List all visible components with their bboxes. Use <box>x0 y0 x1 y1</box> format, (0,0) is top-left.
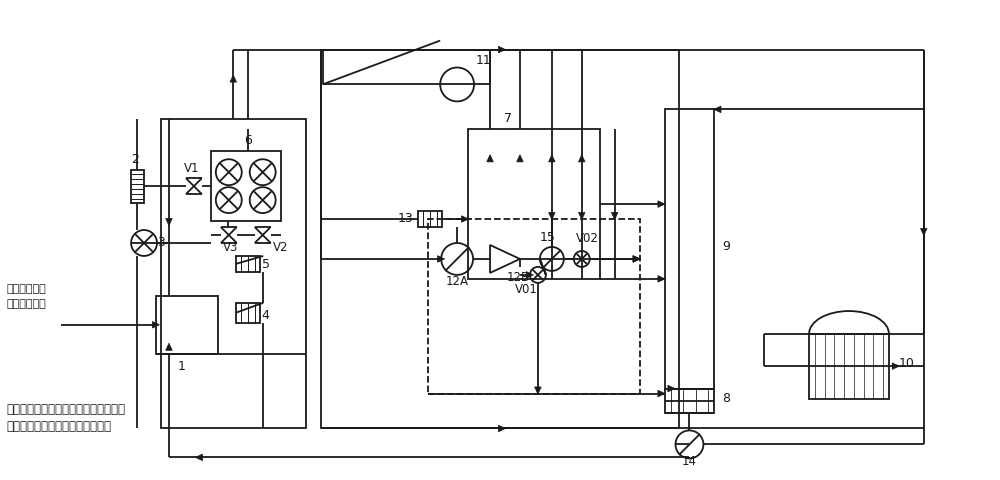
Bar <box>468 130 600 279</box>
Text: 12B: 12B <box>506 270 530 283</box>
Polygon shape <box>195 454 203 461</box>
Text: 14: 14 <box>682 455 697 468</box>
Polygon shape <box>461 216 469 223</box>
Polygon shape <box>549 213 555 220</box>
Polygon shape <box>658 390 665 397</box>
Polygon shape <box>166 344 172 350</box>
Text: 5: 5 <box>262 257 270 270</box>
Text: 2: 2 <box>131 153 139 166</box>
Polygon shape <box>498 425 505 432</box>
Text: V2: V2 <box>273 240 288 253</box>
Polygon shape <box>668 385 675 392</box>
Text: V01: V01 <box>514 282 537 295</box>
Bar <box>428 220 640 394</box>
Bar <box>236 256 260 272</box>
Bar <box>665 389 714 414</box>
Polygon shape <box>714 107 721 113</box>
Text: 12A: 12A <box>446 274 469 287</box>
Text: 7: 7 <box>504 112 512 125</box>
Polygon shape <box>892 363 899 370</box>
Text: 6: 6 <box>244 134 252 147</box>
Polygon shape <box>535 387 541 394</box>
Text: V3: V3 <box>223 240 238 253</box>
Text: 9: 9 <box>722 240 730 252</box>
Polygon shape <box>498 47 505 54</box>
Polygon shape <box>230 76 237 83</box>
Text: 系统纯化后的干净干燥的带压空气: 系统纯化后的干净干燥的带压空气 <box>6 420 111 432</box>
Bar <box>236 303 260 323</box>
Polygon shape <box>578 213 585 220</box>
Polygon shape <box>920 229 927 236</box>
Bar <box>809 334 889 399</box>
Text: 经空压机压缩、预冷系统预冷和分子筛: 经空压机压缩、预冷系统预冷和分子筛 <box>6 402 125 415</box>
Polygon shape <box>166 219 172 226</box>
Polygon shape <box>578 156 585 163</box>
Text: 装置副产氧气: 装置副产氧气 <box>6 298 46 308</box>
Polygon shape <box>549 156 555 163</box>
Text: V02: V02 <box>576 231 599 244</box>
Polygon shape <box>633 256 640 263</box>
Bar <box>321 50 679 429</box>
Polygon shape <box>611 213 618 220</box>
Polygon shape <box>152 322 159 328</box>
Polygon shape <box>438 256 445 263</box>
Polygon shape <box>633 256 640 263</box>
Polygon shape <box>658 276 665 283</box>
Text: 3: 3 <box>157 236 165 249</box>
Polygon shape <box>517 156 523 163</box>
Text: 13: 13 <box>397 212 413 225</box>
Text: 1: 1 <box>178 359 186 372</box>
Text: 10: 10 <box>899 356 915 370</box>
Polygon shape <box>526 272 533 278</box>
Bar <box>161 120 306 429</box>
Bar <box>156 296 218 354</box>
Text: 11: 11 <box>476 53 492 66</box>
Bar <box>665 110 714 389</box>
Text: 4: 4 <box>262 308 270 321</box>
Text: 出绻色电解水: 出绻色电解水 <box>6 283 46 293</box>
Bar <box>418 212 442 228</box>
Polygon shape <box>658 202 665 208</box>
Text: 15: 15 <box>540 230 556 243</box>
Polygon shape <box>487 156 493 163</box>
Text: 8: 8 <box>722 391 730 404</box>
Bar <box>131 170 144 203</box>
Bar <box>211 152 281 222</box>
Text: V1: V1 <box>184 162 200 175</box>
